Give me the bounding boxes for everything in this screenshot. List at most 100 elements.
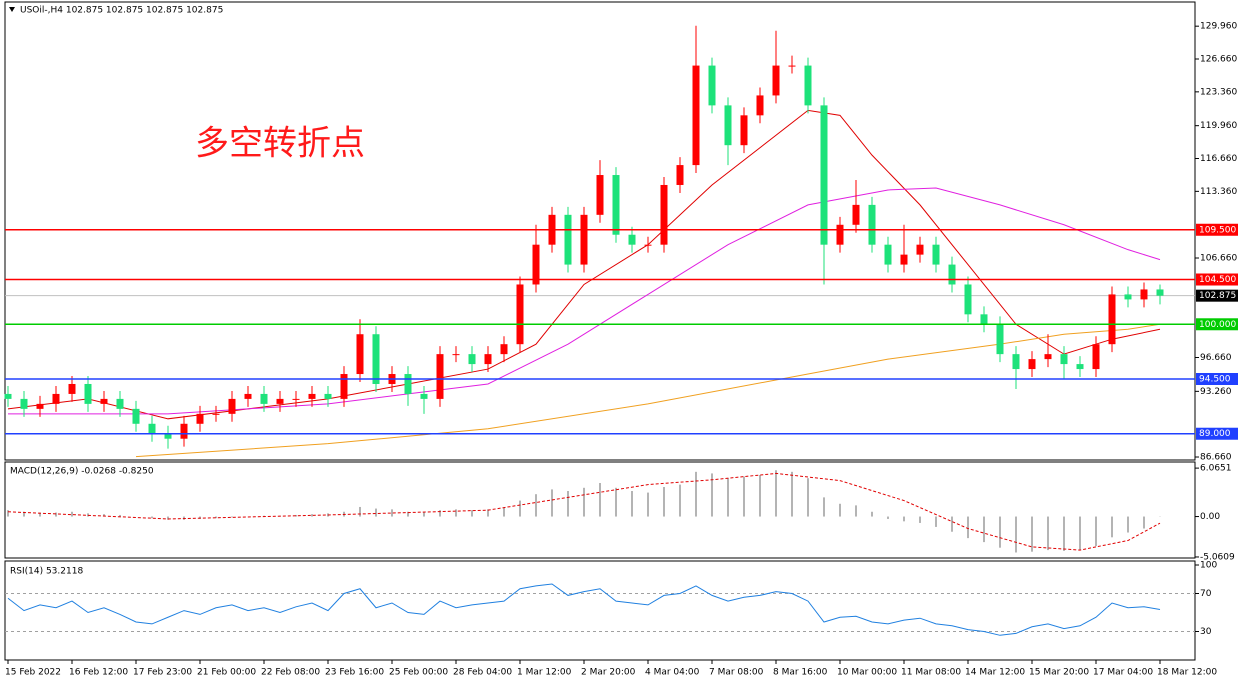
candle-body: [260, 393, 268, 404]
candle-body: [132, 408, 140, 424]
level-box: [1196, 427, 1238, 440]
candle-body: [148, 423, 156, 434]
y-tick-label: 30: [1200, 627, 1212, 637]
candle-body: [68, 383, 76, 394]
candle-body: [372, 334, 380, 384]
candle-body: [836, 224, 844, 245]
candle-body: [868, 204, 876, 245]
candle-body: [324, 393, 332, 399]
candle-body: [628, 234, 636, 245]
level-label: 100.000: [1199, 320, 1236, 330]
x-tick-label: 1 Mar 12:00: [517, 668, 572, 678]
candle-body: [404, 374, 412, 394]
level-box: [1196, 273, 1238, 286]
y-tick-label: 129.960: [1200, 22, 1237, 32]
title-arrow: [9, 7, 15, 12]
candle-body: [292, 398, 300, 400]
candle-body: [1108, 294, 1116, 345]
candle-body: [276, 398, 284, 404]
y-tick-label: 96.660: [1200, 353, 1232, 363]
candle-body: [964, 284, 972, 315]
candle-body: [724, 105, 732, 146]
candle-body: [660, 184, 668, 245]
candle-body: [452, 354, 460, 356]
x-tick-label: 7 Mar 08:00: [709, 668, 764, 678]
candle-body: [756, 95, 764, 116]
candle-body: [644, 244, 652, 246]
rsi-frame: [4, 560, 1196, 661]
y-tick-label: 6.0651: [1200, 464, 1232, 474]
level-box: [1196, 223, 1238, 236]
candle-body: [676, 165, 684, 185]
candle-body: [996, 324, 1004, 355]
candle-body: [100, 398, 108, 404]
candle-body: [740, 115, 748, 146]
x-tick-label: 17 Feb 23:00: [133, 668, 192, 678]
candle-body: [916, 244, 924, 255]
candle-body: [308, 393, 316, 399]
candle-body: [500, 344, 508, 355]
candle-body: [820, 105, 828, 245]
rsi-line: [7, 583, 1161, 636]
candle-body: [532, 244, 540, 285]
y-tick-label: 86.660: [1200, 453, 1232, 463]
candle-body: [484, 354, 492, 365]
candle-body: [516, 284, 524, 345]
rsi-title: RSI(14) 53.2118: [10, 567, 83, 577]
x-tick-label: 4 Mar 04:00: [645, 668, 700, 678]
candle-body: [612, 175, 620, 235]
macd-title: MACD(12,26,9) -0.0268 -0.8250: [10, 467, 154, 477]
y-tick-label: 100: [1200, 561, 1217, 571]
candle-body: [564, 214, 572, 265]
y-tick-label: 116.660: [1200, 154, 1237, 164]
x-tick-label: 22 Feb 08:00: [261, 668, 320, 678]
y-tick-label: 126.660: [1200, 55, 1237, 65]
macd-frame: [4, 461, 1196, 559]
candle-body: [20, 398, 28, 409]
candle-body: [1092, 344, 1100, 370]
x-tick-label: 11 Mar 08:00: [901, 668, 961, 678]
last-price-box: [1196, 289, 1238, 302]
x-tick-label: 23 Feb 16:00: [325, 668, 384, 678]
x-tick-label: 28 Feb 04:00: [453, 668, 512, 678]
x-tick-label: 10 Mar 00:00: [837, 668, 897, 678]
candle-body: [692, 65, 700, 166]
x-tick-label: 17 Mar 04:00: [1093, 668, 1153, 678]
candle-body: [196, 413, 204, 424]
moving-average: [8, 187, 1161, 415]
candle-body: [596, 175, 604, 215]
candle-body: [932, 244, 940, 265]
level-box: [1196, 318, 1238, 331]
candle-body: [900, 254, 908, 265]
annotation: 多空转折点: [195, 124, 365, 164]
y-tick-label: -5.0609: [1200, 552, 1235, 562]
candle-body: [948, 264, 956, 285]
candle-body: [116, 398, 124, 409]
x-tick-label: 25 Feb 00:00: [389, 668, 448, 678]
candle-body: [1140, 289, 1148, 300]
moving-average: [7, 109, 1161, 420]
candle-body: [580, 214, 588, 265]
candle-body: [788, 65, 796, 67]
candle-body: [52, 393, 60, 404]
candle-body: [1044, 354, 1052, 360]
level-label: 89.000: [1199, 429, 1231, 439]
x-tick-label: 14 Mar 12:00: [965, 668, 1025, 678]
candle-body: [708, 65, 716, 106]
candle-body: [84, 383, 92, 404]
candle-body: [180, 423, 188, 439]
y-tick-label: 119.960: [1200, 121, 1237, 131]
candle-body: [804, 65, 812, 106]
y-tick-label: 123.360: [1200, 87, 1237, 97]
x-tick-label: 18 Mar 12:00: [1157, 668, 1217, 678]
candle-body: [468, 354, 476, 365]
candle-body: [852, 204, 860, 225]
candle-body: [1028, 359, 1036, 370]
candle-body: [1124, 294, 1132, 300]
candle-body: [1060, 354, 1068, 365]
level-label: 104.500: [1199, 275, 1236, 285]
level-label: 109.500: [1199, 225, 1236, 235]
candle-body: [436, 354, 444, 399]
